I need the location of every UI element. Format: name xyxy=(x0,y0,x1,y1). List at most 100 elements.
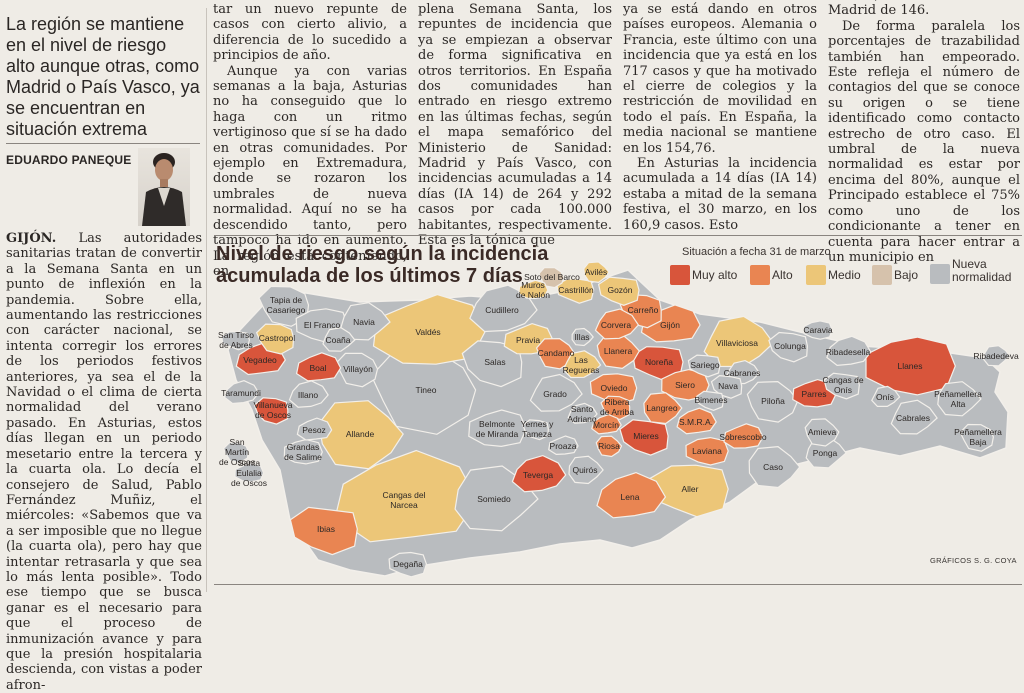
municipality-label: Llanera xyxy=(604,346,633,356)
municipality-label: Siero xyxy=(675,380,695,390)
municipality-label: Cabrales xyxy=(896,413,930,423)
paragraph: De forma paralela los porcentajes de tra… xyxy=(828,18,1020,265)
municipality-grandas-de-salime xyxy=(283,438,323,465)
municipality-label: Allande xyxy=(346,429,375,439)
legend-item-medio: Medio xyxy=(806,264,861,286)
municipality-navia xyxy=(340,302,391,341)
municipality-label: Tapia de Casariego xyxy=(267,295,306,315)
municipality-label: Navia xyxy=(353,317,375,327)
municipality-caravia xyxy=(803,320,833,340)
municipality-avilés xyxy=(583,261,610,284)
municipality-label: Lena xyxy=(621,492,640,502)
municipality-label: Ponga xyxy=(813,448,838,458)
municipality-label: Candamo xyxy=(538,348,575,358)
municipality-degaña xyxy=(388,551,428,578)
legend-swatch xyxy=(806,265,826,285)
municipality-illas xyxy=(571,327,594,347)
municipality-castrillón xyxy=(556,278,595,304)
municipality-corvera xyxy=(594,308,640,340)
column-divider xyxy=(206,8,207,592)
legend-swatch xyxy=(872,265,892,285)
municipality-piloña xyxy=(746,380,799,423)
municipality-label: Pesoz xyxy=(302,425,326,435)
municipality-label: Valdés xyxy=(415,327,440,337)
municipality-label: Santa Eulalia de Oscos xyxy=(231,458,267,488)
municipality-label: Noreña xyxy=(645,357,673,367)
municipality-label: Caravia xyxy=(803,325,833,335)
municipality-label: Onís xyxy=(876,392,894,402)
municipality-ribera-de-arriba xyxy=(600,395,631,421)
municipality-ibias xyxy=(289,506,358,556)
legend-item-muy-alto: Muy alto xyxy=(670,264,737,286)
municipality-label: Ibias xyxy=(317,524,335,534)
municipality-label: S.M.R.A. xyxy=(679,417,713,427)
municipality-peñamellera-alta xyxy=(937,381,982,417)
municipality-label: Sobrescobio xyxy=(719,432,767,442)
municipality-las-regueras xyxy=(562,350,602,379)
graphic-title-line-1: Nivel de riesgo según la incidencia xyxy=(216,243,549,265)
municipality-label: Cudillero xyxy=(485,305,519,315)
municipality-label: Santo Adriano xyxy=(567,404,597,424)
map-legend: Situación a fecha 31 de marzo Muy alto A… xyxy=(662,246,1014,286)
municipality-peñamellera-baja xyxy=(959,423,995,452)
municipality-label: Peñamellera Baja xyxy=(954,427,1002,447)
municipality-label: Quirós xyxy=(572,465,597,475)
municipality-label: Oviedo xyxy=(601,383,628,393)
divider xyxy=(6,143,200,144)
municipality-llanera xyxy=(596,333,641,370)
municipality-laviana xyxy=(685,436,729,466)
municipality-proaza xyxy=(548,435,579,456)
legend-item-nueva-normalidad: Nueva normalidad xyxy=(930,258,1024,284)
article-lede: La región se mantiene en el nivel de rie… xyxy=(6,14,200,139)
municipality-label: Riosa xyxy=(598,441,620,451)
municipality-label: Ribera de Arriba xyxy=(600,397,634,417)
article-column-3: plena Semana Santa, los repuntes de inci… xyxy=(418,2,612,249)
municipality-label: Villanueva de Oscos xyxy=(253,400,292,420)
graphic-title-line-2: acumulada de los últimos 7 días xyxy=(216,265,523,287)
paragraph: tar un nuevo repunte de casos con cierto… xyxy=(213,2,407,64)
municipality-label: Las Regueras xyxy=(563,355,600,375)
graphic-credit: GRÁFICOS S. G. COYA xyxy=(930,556,1017,565)
municipality-riosa xyxy=(595,435,623,458)
municipality-grado xyxy=(529,373,583,412)
municipality-label: Tineo xyxy=(416,385,437,395)
municipality-san-martín-de-oscos xyxy=(222,442,250,464)
municipality-colunga xyxy=(768,331,809,363)
municipality-illano xyxy=(288,380,329,408)
municipality-label: Castrillón xyxy=(558,285,594,295)
municipality-bimenes xyxy=(696,390,725,411)
municipality-nava xyxy=(710,374,743,399)
municipality-label: San Tirso de Abres xyxy=(218,330,254,350)
municipality-label: Belmonte de Miranda xyxy=(476,419,519,439)
municipality-ribadesella xyxy=(826,335,872,367)
municipality-teverga xyxy=(511,454,567,493)
municipality-label: El Franco xyxy=(304,320,341,330)
municipality-label: Ribadedeva xyxy=(973,351,1019,361)
municipality-label: Villaviciosa xyxy=(716,338,758,348)
municipality-pesoz xyxy=(296,417,333,441)
municipality-label: Cangas del Narcea xyxy=(382,490,425,510)
municipality-cabrales xyxy=(890,399,938,435)
municipality-label: Morcín xyxy=(593,420,619,430)
municipality-label: Soto del Barco xyxy=(524,272,580,282)
municipality-cangas-de-onís xyxy=(823,372,860,400)
municipality-label: Grandas de Salime xyxy=(284,442,322,462)
graphic-bottom-rule xyxy=(214,584,1022,585)
municipality-castropol xyxy=(255,323,295,355)
municipality-label: Avilés xyxy=(585,267,608,277)
paragraph: ya se está dando en otros países europeo… xyxy=(623,2,817,156)
municipality-onís xyxy=(871,385,901,407)
municipality-label: Sariego xyxy=(690,360,720,370)
municipality-label: Gozón xyxy=(607,285,632,295)
legend-item-alto: Alto xyxy=(750,264,793,286)
municipality-label: Salas xyxy=(484,357,505,367)
municipality-morcín xyxy=(591,413,622,435)
municipality-cudillero xyxy=(469,284,538,333)
municipality-soto-del-barco xyxy=(538,266,565,289)
municipality-sobrescobio xyxy=(723,423,764,449)
municipality-label: Llanes xyxy=(897,361,922,371)
municipality-villaviciosa xyxy=(703,315,775,368)
municipality-label: Proaza xyxy=(550,441,577,451)
municipality-label: Colunga xyxy=(774,341,806,351)
author-photo xyxy=(138,148,190,226)
